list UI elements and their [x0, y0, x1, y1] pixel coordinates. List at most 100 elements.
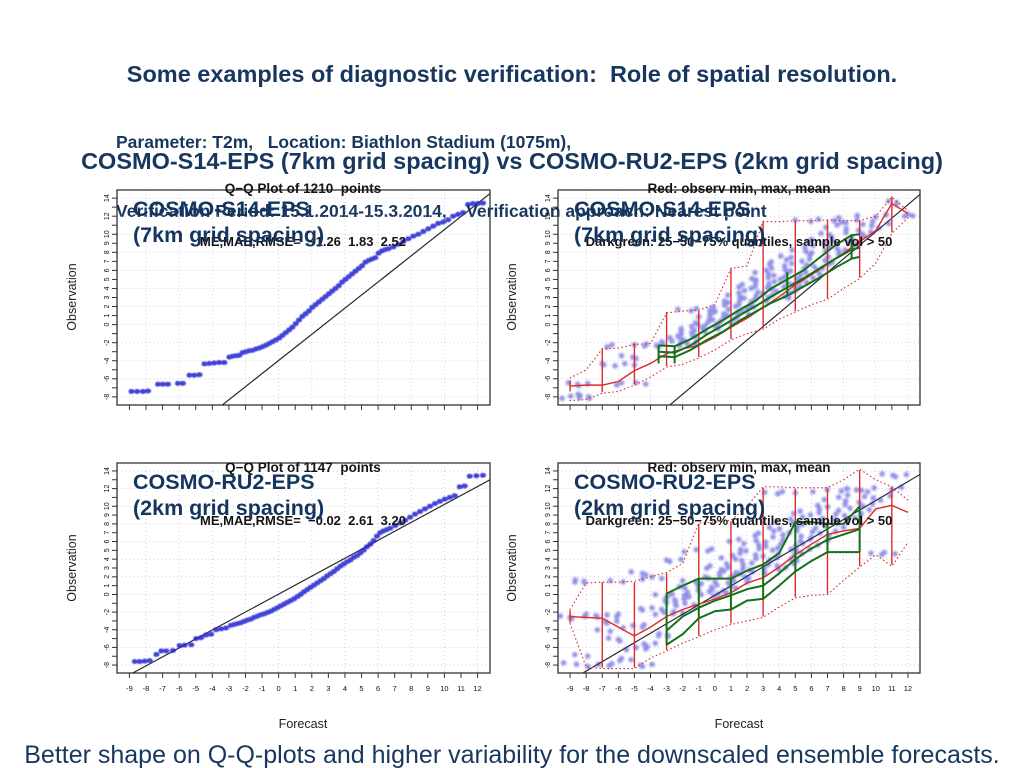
- y-tick-label: -8: [104, 662, 111, 668]
- annotation-line1: COSMO-S14-EPS: [133, 197, 310, 221]
- x-tick-label: -4: [209, 684, 216, 693]
- x-tick-label: 4: [777, 684, 781, 693]
- y-tick-label: 9: [104, 513, 111, 517]
- y-axis-label: Observation: [505, 263, 519, 331]
- plot-data-area: [559, 194, 920, 405]
- plot-title: Red: observ min, max, mean: [647, 460, 831, 475]
- x-tick-label: -5: [192, 684, 199, 693]
- y-tick-label: 2: [104, 304, 111, 308]
- y-tick-label: 0: [545, 323, 552, 327]
- slide-title-line2: COSMO-S14-EPS (7km grid spacing) vs COSM…: [81, 148, 943, 174]
- y-tick-label: -8: [545, 394, 552, 400]
- x-tick-label: 8: [841, 684, 845, 693]
- red-mean-line: [570, 504, 909, 637]
- x-tick-label: -3: [663, 684, 670, 693]
- x-tick-label: -8: [583, 684, 590, 693]
- x-tick-label: -7: [599, 684, 606, 693]
- x-tick-label: -6: [176, 684, 183, 693]
- y-tick-label: 3: [545, 295, 552, 299]
- annotation-line2: (2km grid spacing): [574, 496, 766, 520]
- y-tick-label: 8: [545, 522, 552, 526]
- y-tick-label: 4: [104, 557, 111, 561]
- x-tick-label: -6: [615, 684, 622, 693]
- y-tick-label: 6: [545, 539, 552, 543]
- y-tick-label: -6: [104, 644, 111, 650]
- plot-title: Q−Q Plot of 1210 points: [224, 181, 382, 196]
- x-tick-label: 7: [825, 684, 829, 693]
- x-tick-label: 9: [426, 684, 430, 693]
- annotation-cosmo-s14-qq: COSMO-S14-EPS (7km grid spacing): [133, 196, 324, 248]
- x-axis-label: Forecast: [714, 717, 764, 731]
- annotation-line2: (7km grid spacing): [133, 223, 325, 247]
- red-envelope-upper: [569, 196, 909, 379]
- y-tick-label: 5: [545, 548, 552, 552]
- y-tick-label: 10: [104, 502, 111, 510]
- annotation-cosmo-ru2-qq: COSMO-RU2-EPS (2km grid spacing): [133, 469, 324, 521]
- y-tick-label: -2: [104, 339, 111, 345]
- x-tick-label: 10: [440, 684, 448, 693]
- axis-ticks: [553, 197, 909, 410]
- y-tick-label: 7: [545, 259, 552, 263]
- x-tick-label: 1: [729, 684, 733, 693]
- y-tick-label: 14: [545, 467, 552, 475]
- y-tick-label: 7: [104, 531, 111, 535]
- axis-ticks: [112, 470, 479, 678]
- y-tick-label: -8: [104, 394, 111, 400]
- slide-title-line1: Some examples of diagnostic verification…: [126, 61, 898, 87]
- y-tick-label: 7: [104, 259, 111, 263]
- y-tick-label: 6: [545, 268, 552, 272]
- green-q75-line: [658, 233, 860, 348]
- green-q50-line: [658, 246, 860, 354]
- y-tick-label: 1: [545, 584, 552, 588]
- diagonal-line: [132, 479, 490, 673]
- y-tick-label: 6: [104, 268, 111, 272]
- plot-subtitle: Darkgreen: 25−50−75% quantiles, sample v…: [585, 513, 893, 528]
- y-tick-label: -2: [545, 339, 552, 345]
- y-tick-label: 1: [545, 314, 552, 318]
- red-envelope-lower: [569, 541, 909, 670]
- x-tick-label: -2: [679, 684, 686, 693]
- plot-subtitle: Darkgreen: 25−50−75% quantiles, sample v…: [585, 234, 893, 249]
- y-tick-label: 14: [545, 194, 552, 202]
- y-tick-label: -4: [545, 358, 552, 364]
- x-tick-label: 12: [904, 684, 912, 693]
- x-tick-label: 3: [326, 684, 330, 693]
- panel-header-qq-s14: Q−Q Plot of 1210 points ME,MAE,RMSE= −1.…: [83, 145, 523, 286]
- y-tick-label: -6: [545, 644, 552, 650]
- annotation-line2: (7km grid spacing): [574, 223, 766, 247]
- y-tick-label: 10: [545, 502, 552, 510]
- annotation-cosmo-s14-spread: COSMO-S14-EPS (7km grid spacing): [574, 196, 765, 248]
- y-tick-label: 3: [545, 566, 552, 570]
- y-tick-label: 10: [545, 230, 552, 238]
- y-tick-label: -4: [545, 627, 552, 633]
- annotation-cosmo-ru2-spread: COSMO-RU2-EPS (2km grid spacing): [574, 469, 765, 521]
- annotation-line1: COSMO-RU2-EPS: [574, 470, 756, 494]
- y-tick-label: 12: [104, 485, 111, 493]
- parameters-block: Parameter: T2m, Location: Biathlon Stadi…: [116, 85, 767, 269]
- y-tick-label: 3: [104, 295, 111, 299]
- x-tick-label: -4: [647, 684, 654, 693]
- panel-header-spread-ru2: Red: observ min, max, mean Darkgreen: 25…: [519, 424, 959, 565]
- y-tick-label: -2: [545, 609, 552, 615]
- y-tick-label: 3: [104, 566, 111, 570]
- plot-subtitle: ME,MAE,RMSE= −1.26 1.83 2.52: [200, 234, 406, 249]
- axis-ticks: [553, 470, 909, 678]
- plot-data-area: [128, 193, 490, 405]
- y-tick-label: 0: [545, 592, 552, 596]
- chart-qq-ru2: -9 -8 -7 -6 -5 -4 -3 -2 -1 0 1 2 3 4 5 6 7 8 9 10 11 12141210…: [104, 462, 491, 693]
- x-tick-label: -1: [259, 684, 266, 693]
- x-tick-label: -3: [226, 684, 233, 693]
- x-tick-label: 2: [745, 684, 749, 693]
- annotation-line2: (2km grid spacing): [133, 496, 325, 520]
- x-tick-label: -9: [567, 684, 574, 693]
- x-tick-label: -5: [631, 684, 638, 693]
- y-tick-label: -4: [104, 358, 111, 364]
- axis-ticks: [112, 197, 479, 410]
- y-tick-label: 12: [104, 212, 111, 220]
- x-tick-label: 8: [409, 684, 413, 693]
- y-axis-label: Observation: [65, 263, 79, 331]
